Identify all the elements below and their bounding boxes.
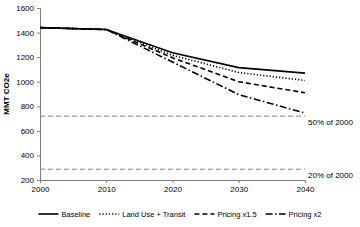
x-axis: 2000 2010 2020 2030 2040: [32, 180, 315, 194]
marks: [40, 28, 305, 170]
y-tick: 800: [21, 102, 40, 111]
legend-swatch: [266, 213, 286, 215]
legend-label: Land Use + Transit: [122, 210, 186, 219]
y-tick: 1000: [16, 78, 40, 87]
y-axis-title: MMT CO2e: [2, 73, 11, 115]
legend-item: Baseline: [38, 210, 90, 219]
y-tick-label: 600: [21, 127, 35, 136]
y-axis: 2004006008001000120014001600: [16, 4, 40, 185]
x-tick: 2000: [32, 180, 50, 194]
y-tick: 400: [21, 151, 40, 160]
legend-item: Pricing x2: [266, 210, 322, 219]
x-tick: 2030: [230, 180, 248, 194]
series-line: [40, 28, 305, 81]
legend-label: Pricing x1.5: [217, 210, 256, 219]
y-tick-label: 800: [21, 102, 35, 111]
y-tick-mark: [37, 57, 40, 58]
x-tick-mark: [40, 180, 41, 183]
y-tick-mark: [37, 106, 40, 107]
legend-item: Land Use + Transit: [99, 210, 186, 219]
legend-swatch: [38, 213, 58, 215]
legend-label: Baseline: [61, 210, 90, 219]
y-tick-mark: [37, 131, 40, 132]
y-tick-mark: [37, 33, 40, 34]
y-tick-label: 1400: [16, 29, 34, 38]
x-tick-mark: [106, 180, 107, 183]
series-line: [40, 28, 305, 113]
x-tick-mark: [305, 180, 306, 183]
x-axis-line: [41, 181, 306, 184]
y-tick-mark: [37, 180, 40, 181]
x-tick-label: 2010: [98, 185, 116, 194]
legend: Baseline Land Use + Transit Pricing x1.5 Pr…: [38, 210, 321, 219]
y-axis-line: [37, 9, 41, 181]
y-tick-mark: [37, 155, 40, 156]
x-tick-label: 2000: [32, 185, 50, 194]
legend-swatch: [99, 213, 119, 215]
y-tick-label: 1600: [16, 4, 34, 13]
x-tick-mark: [173, 180, 174, 183]
y-tick-label: 1200: [16, 53, 34, 62]
x-tick: 2040: [297, 180, 315, 194]
legend-swatch: [194, 213, 214, 215]
legend-item: Pricing x1.5: [194, 210, 256, 219]
x-tick: 2020: [164, 180, 182, 194]
plot: 2004006008001000120014001600200020102020…: [16, 4, 315, 194]
x-tick-label: 2020: [164, 185, 182, 194]
series-line: [40, 28, 305, 73]
y-tick: 1200: [16, 53, 40, 62]
chart: 2004006008001000120014001600200020102020…: [0, 0, 360, 227]
reference-label: 50% of 2000: [308, 118, 353, 127]
y-tick-label: 400: [21, 151, 35, 160]
y-tick-label: 1000: [16, 78, 34, 87]
y-tick: 1600: [16, 4, 40, 13]
x-tick-mark: [239, 180, 240, 183]
reference-line: [40, 116, 305, 117]
x-tick: 2010: [98, 180, 116, 194]
y-tick: 600: [21, 127, 40, 136]
reference-label: 20% of 2000: [308, 171, 353, 180]
x-tick-label: 2030: [230, 185, 248, 194]
reference-line: [40, 169, 305, 170]
x-tick-label: 2040: [297, 185, 315, 194]
y-tick: 1400: [16, 29, 40, 38]
y-tick-mark: [37, 8, 40, 9]
series-line: [40, 28, 305, 93]
legend-label: Pricing x2: [289, 210, 322, 219]
y-tick-mark: [37, 82, 40, 83]
